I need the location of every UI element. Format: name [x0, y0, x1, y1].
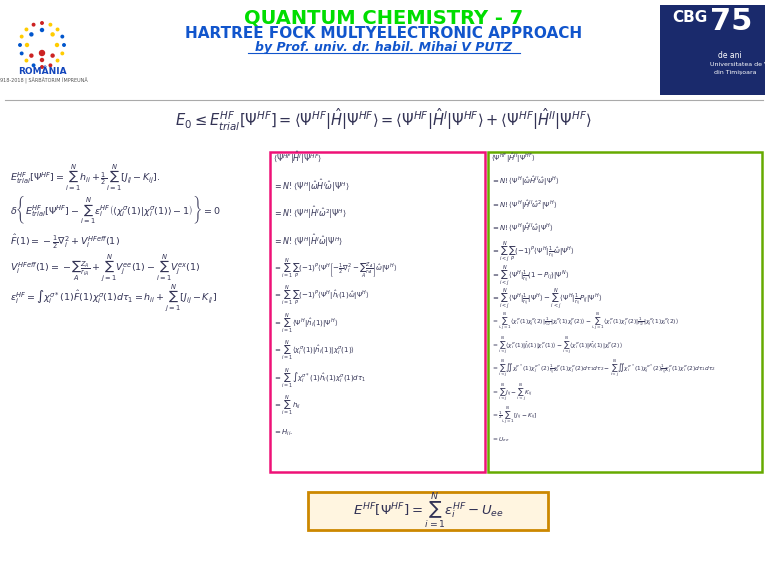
Circle shape: [41, 29, 44, 32]
FancyBboxPatch shape: [270, 152, 485, 472]
Circle shape: [25, 59, 28, 62]
Text: 1918-2018 | SĂRBĂTORIM ÎMPREUNĂ: 1918-2018 | SĂRBĂTORIM ÎMPREUNĂ: [0, 77, 88, 83]
Text: $= \sum_{i=1}^{N}\sum_P(-1)^P\langle\Psi^H\left[-\frac{1}{2}\nabla_i^2-\sum_A\fr: $= \sum_{i=1}^{N}\sum_P(-1)^P\langle\Psi…: [273, 256, 398, 280]
Circle shape: [51, 54, 54, 57]
Text: $\langle\Psi^{HF}|\hat{H}^{II}|\Psi^{HF}\rangle$: $\langle\Psi^{HF}|\hat{H}^{II}|\Psi^{HF}…: [491, 152, 535, 165]
Text: $= N!\langle\Psi^H|\hat{\omega}\hat{H}^{II}\hat{\omega}|\Psi^H\rangle$: $= N!\langle\Psi^H|\hat{\omega}\hat{H}^{…: [491, 175, 560, 188]
Text: $\varepsilon_i^{HF}=\int\chi_i^{\sigma*}(1)\hat{F}(1)\chi_i^\sigma(1)d\tau_1 = h: $\varepsilon_i^{HF}=\int\chi_i^{\sigma*}…: [10, 282, 217, 313]
Circle shape: [25, 44, 28, 46]
Text: de ani: de ani: [718, 51, 742, 60]
Text: $E^{HF}[\Psi^{HF}]=\sum_{i=1}^{N}\varepsilon_i^{HF} - U_{ee}$: $E^{HF}[\Psi^{HF}]=\sum_{i=1}^{N}\vareps…: [353, 491, 504, 532]
Text: $= \sum_{i<j}^{N}\langle\chi_i^\sigma(1)|\hat{J}_j(1)|\chi_i^\sigma(1)\rangle - : $= \sum_{i<j}^{N}\langle\chi_i^\sigma(1)…: [491, 335, 623, 357]
Text: $= N!\langle\Psi^H|\hat{H}^{II}\hat{\omega}|\Psi^H\rangle$: $= N!\langle\Psi^H|\hat{H}^{II}\hat{\ome…: [491, 222, 554, 235]
Text: $= N!\langle\Psi^H|\hat{H}^I\hat{\omega}^2|\Psi^H\rangle$: $= N!\langle\Psi^H|\hat{H}^I\hat{\omega}…: [273, 205, 347, 221]
Text: $= \sum_{i,j=1}^{N}\langle\chi_i^\sigma(1)\chi_j^\sigma(2)|\frac{1}{r_{12}}|\chi: $= \sum_{i,j=1}^{N}\langle\chi_i^\sigma(…: [491, 312, 679, 333]
FancyBboxPatch shape: [488, 152, 762, 472]
Text: $E_0 \leq E_{trial}^{HF}[\Psi^{HF}] = \langle \Psi^{HF} |\hat{H}|\Psi^{HF}\rangl: $E_0 \leq E_{trial}^{HF}[\Psi^{HF}] = \l…: [176, 107, 592, 133]
Text: ROMÂNIA: ROMÂNIA: [18, 68, 66, 76]
Circle shape: [30, 54, 33, 57]
Text: $= H_{ii}.$: $= H_{ii}.$: [273, 428, 293, 438]
Circle shape: [32, 64, 35, 67]
Circle shape: [41, 22, 43, 24]
Text: $= \sum_{i<j}^{N}\langle\Psi^H|\frac{1}{r_{ij}}(1-P_{ij})|\Psi^N\rangle$: $= \sum_{i<j}^{N}\langle\Psi^H|\frac{1}{…: [491, 263, 569, 288]
Text: $= \frac{1}{2}\sum_{i,j=1}^{N}[J_{ij}-K_{ij}]$: $= \frac{1}{2}\sum_{i,j=1}^{N}[J_{ij}-K_…: [491, 406, 538, 427]
Text: $E_{trial}^{HF}[\Psi^{HF}]=\sum_{i=1}^{N}h_{ii} + \frac{1}{2}\sum_{i=1}^{N}[J_{i: $E_{trial}^{HF}[\Psi^{HF}]=\sum_{i=1}^{N…: [10, 163, 161, 193]
Circle shape: [39, 51, 45, 56]
Text: $V_i^{HFeff}(1)=-\sum_A\frac{Z_A}{r_{iA}}+\sum_{j=1}^{N}V_j^{ee}(1)-\sum_{i=1}^{: $V_i^{HFeff}(1)=-\sum_A\frac{Z_A}{r_{iA}…: [10, 253, 200, 284]
Circle shape: [63, 44, 65, 46]
Text: Universitatea de Vest: Universitatea de Vest: [710, 61, 768, 67]
Circle shape: [32, 24, 35, 26]
Text: $= \sum_{i=1}^{N}h_{ii}$: $= \sum_{i=1}^{N}h_{ii}$: [273, 394, 301, 417]
Text: $= \sum_{i<j}^{N}\langle\Psi^H|\frac{1}{r_{ij}}|\Psi^H\rangle - \sum_{i<j}^{N}\l: $= \sum_{i<j}^{N}\langle\Psi^H|\frac{1}{…: [491, 286, 602, 312]
Text: $= \sum_{i<j}^{N}J_{ij} - \sum_{i<j}^{N}K_{ij}$: $= \sum_{i<j}^{N}J_{ij} - \sum_{i<j}^{N}…: [491, 382, 532, 404]
Circle shape: [21, 52, 23, 55]
Text: $\delta\left\{E_{trial}^{HF}[\Psi^{HF}]-\sum_{i=1}^{N}\varepsilon_i^{HF}\left(\l: $\delta\left\{E_{trial}^{HF}[\Psi^{HF}]-…: [10, 193, 220, 227]
Text: $\hat{F}(1)=-\frac{1}{2}\nabla_i^2 + V_i^{HFeff}(1)$: $\hat{F}(1)=-\frac{1}{2}\nabla_i^2 + V_i…: [10, 232, 120, 251]
Circle shape: [25, 28, 28, 30]
Text: $= \sum_{i=1}^{N}\int\chi_i^{\sigma*}(1)\hat{h}_i(1)\chi_i^\sigma(1)d\tau_1$: $= \sum_{i=1}^{N}\int\chi_i^{\sigma*}(1)…: [273, 366, 366, 390]
Text: $= \sum_{i<j}^{N}\sum_P(-1)^P\langle\Psi^H|\frac{1}{r_{ij}}\hat{\omega}|\Psi^H\r: $= \sum_{i<j}^{N}\sum_P(-1)^P\langle\Psi…: [491, 239, 575, 265]
FancyBboxPatch shape: [660, 5, 765, 95]
Text: $= N!\langle\Psi^H|\hat{\omega}\hat{H}^I\hat{\omega}|\Psi^H\rangle$: $= N!\langle\Psi^H|\hat{\omega}\hat{H}^I…: [273, 177, 349, 194]
Text: $= \sum_{i=1}^{N}\langle\Psi^H|\hat{h}_i(1)|\Psi^H\rangle$: $= \sum_{i=1}^{N}\langle\Psi^H|\hat{h}_i…: [273, 311, 339, 335]
Text: by Prof. univ. dr. habil. Mihai V PUTZ: by Prof. univ. dr. habil. Mihai V PUTZ: [256, 41, 512, 55]
Circle shape: [56, 59, 59, 62]
Text: $\langle\Psi^{HF}|\hat{H}^I|\Psi^{HF}\rangle$: $\langle\Psi^{HF}|\hat{H}^I|\Psi^{HF}\ra…: [273, 150, 322, 166]
Circle shape: [49, 64, 51, 67]
Circle shape: [49, 24, 51, 26]
Circle shape: [61, 36, 64, 38]
Text: $= N!\langle\Psi^H|\hat{H}^{II}\hat{\omega}^2|\Psi^H\rangle$: $= N!\langle\Psi^H|\hat{H}^{II}\hat{\ome…: [491, 198, 557, 212]
Text: $= \sum_{i<j}^{N}\iint\chi_i^{\sigma*}(1)\chi_j^{\sigma*}(2)\frac{1}{r_{ij}}\chi: $= \sum_{i<j}^{N}\iint\chi_i^{\sigma*}(1…: [491, 359, 716, 380]
Text: din Timișoara: din Timișoara: [714, 69, 756, 75]
FancyBboxPatch shape: [308, 492, 548, 530]
Circle shape: [18, 44, 22, 46]
Circle shape: [56, 28, 59, 30]
Text: QUANTUM CHEMISTRY - 7: QUANTUM CHEMISTRY - 7: [244, 9, 524, 28]
Circle shape: [61, 52, 64, 55]
Circle shape: [41, 66, 43, 68]
Text: $= \sum_{i=1}^{N}\langle\chi_i^\sigma(1)|\hat{h}_i(1)|\chi_i^\sigma(1)\rangle$: $= \sum_{i=1}^{N}\langle\chi_i^\sigma(1)…: [273, 339, 355, 362]
Circle shape: [55, 44, 58, 46]
Text: 75: 75: [710, 7, 753, 37]
Circle shape: [30, 33, 33, 36]
Circle shape: [41, 59, 44, 61]
Text: CBG: CBG: [672, 10, 707, 25]
Text: HARTREE FOCK MULTYELECTRONIC APPROACH: HARTREE FOCK MULTYELECTRONIC APPROACH: [185, 26, 583, 41]
Circle shape: [21, 36, 23, 38]
Circle shape: [51, 33, 54, 36]
Text: $= U_{ee}$: $= U_{ee}$: [491, 436, 509, 444]
Text: $= \sum_{i=1}^{N}\sum_P(-1)^P\langle\Psi^H|\hat{h}_i(1)\hat{\omega}|\Psi^H\rangl: $= \sum_{i=1}^{N}\sum_P(-1)^P\langle\Psi…: [273, 284, 370, 307]
Text: $= N!\langle\Psi^H|\hat{H}^I\hat{\omega}|\Psi^H\rangle$: $= N!\langle\Psi^H|\hat{H}^I\hat{\omega}…: [273, 232, 343, 249]
